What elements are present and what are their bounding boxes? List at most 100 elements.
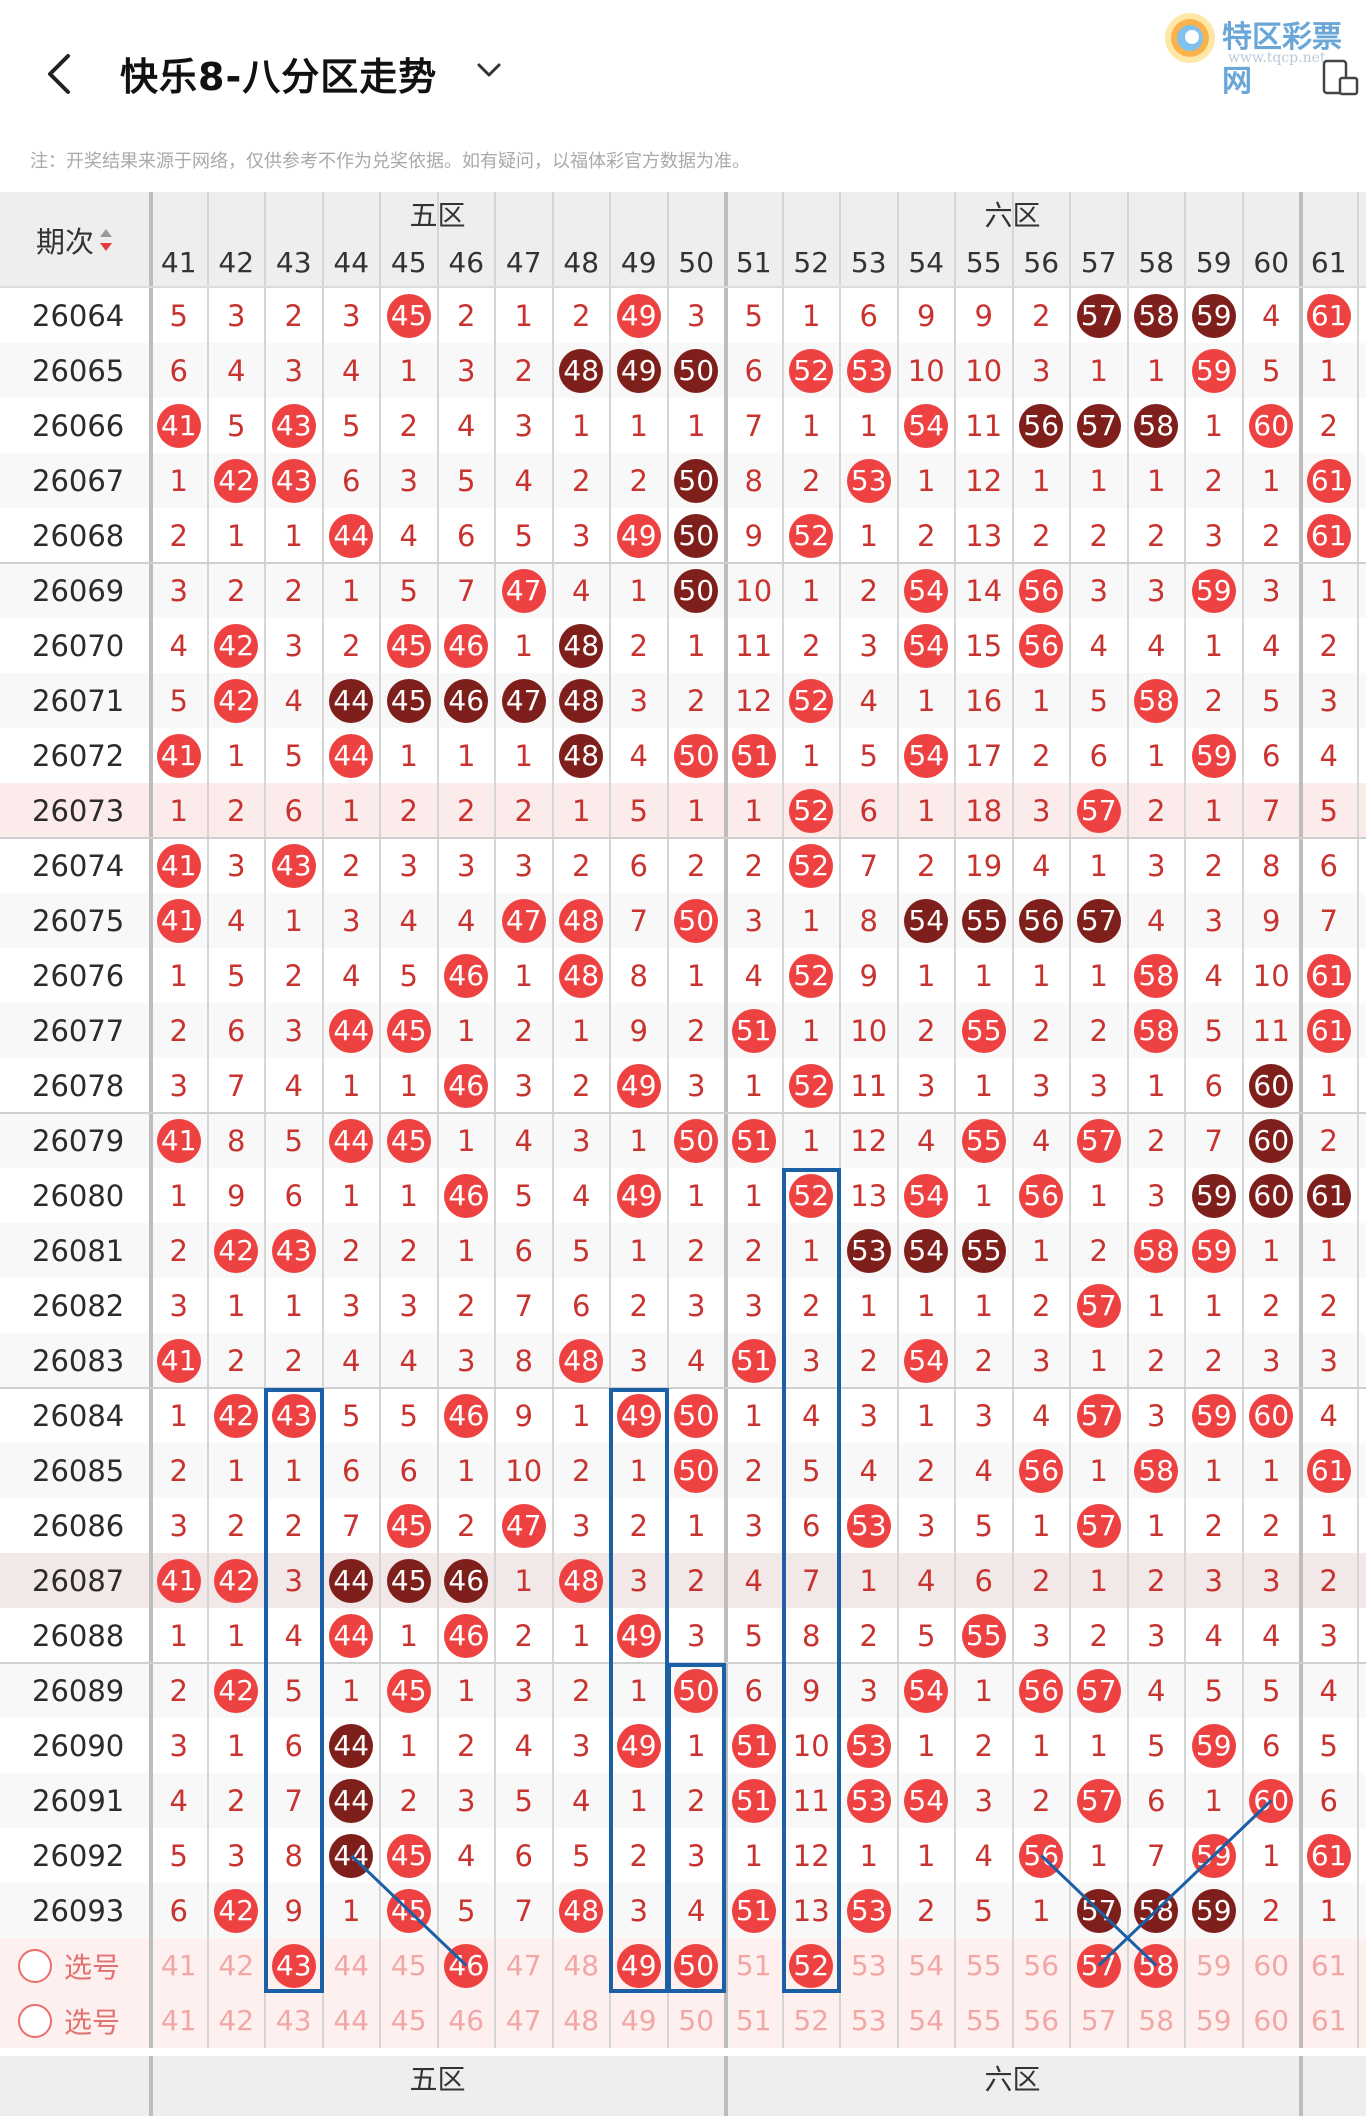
select-number[interactable]: 49 (620, 2004, 657, 2037)
device-switch-icon[interactable] (1320, 58, 1360, 98)
select-number[interactable]: 51 (735, 2004, 772, 2037)
select-number[interactable]: 61 (1310, 1949, 1347, 1982)
column-header[interactable]: 47 (505, 245, 542, 279)
page-title[interactable]: 快乐8-八分区走势 (120, 55, 438, 99)
table-row[interactable] (0, 1718, 1366, 1773)
selected-number-ball[interactable]: 50 (674, 1943, 719, 1988)
select-number[interactable]: 43 (275, 2004, 312, 2037)
column-header[interactable]: 58 (1138, 245, 1175, 279)
select-number[interactable]: 56 (1023, 1949, 1060, 1982)
column-header[interactable]: 48 (563, 245, 600, 279)
column-header[interactable]: 57 (1080, 245, 1117, 279)
select-number[interactable]: 59 (1195, 1949, 1232, 1982)
select-number[interactable]: 50 (668, 1938, 726, 1993)
select-number[interactable]: 46 (438, 1938, 496, 1993)
select-number[interactable]: 42 (218, 2004, 255, 2037)
select-number[interactable]: 60 (1253, 2004, 1290, 2037)
select-number[interactable]: 61 (1310, 2004, 1347, 2037)
table-cell: 5 (802, 1453, 821, 1488)
select-number[interactable]: 51 (735, 1949, 772, 1982)
column-header[interactable]: 45 (390, 245, 427, 279)
back-arrow-icon[interactable] (44, 52, 74, 96)
column-header[interactable]: 54 (908, 245, 945, 279)
column-header[interactable]: 60 (1253, 245, 1290, 279)
drawn-number-ball: 41 (156, 1338, 201, 1383)
selected-number-ball[interactable]: 46 (444, 1943, 489, 1988)
select-row-label[interactable]: 选号 (0, 1938, 150, 1993)
select-number[interactable]: 57 (1080, 2004, 1117, 2037)
select-number[interactable]: 45 (390, 2004, 427, 2037)
select-number[interactable]: 55 (965, 1949, 1002, 1982)
select-number[interactable]: 54 (908, 2004, 945, 2037)
column-header[interactable]: 53 (850, 245, 887, 279)
select-number[interactable]: 43 (265, 1938, 323, 1993)
column-header[interactable]: 59 (1195, 245, 1232, 279)
select-number[interactable]: 54 (908, 1949, 945, 1982)
selected-number-ball[interactable]: 58 (1134, 1943, 1179, 1988)
selected-number-ball[interactable]: 43 (271, 1943, 316, 1988)
select-number[interactable]: 52 (783, 1938, 841, 1993)
table-row[interactable] (0, 1333, 1366, 1388)
column-header[interactable]: 61 (1310, 245, 1347, 279)
table-row[interactable] (0, 1058, 1366, 1113)
column-header[interactable]: 43 (275, 245, 312, 279)
select-number[interactable]: 49 (610, 1938, 668, 1993)
select-number[interactable]: 52 (793, 2004, 830, 2037)
select-radio[interactable] (18, 2003, 52, 2038)
select-number[interactable]: 58 (1128, 1938, 1186, 1993)
table-row[interactable] (0, 838, 1366, 893)
column-header[interactable]: 52 (793, 245, 830, 279)
column-header[interactable]: 51 (735, 245, 772, 279)
table-cell: 2 (687, 1233, 706, 1268)
selected-number-ball[interactable]: 57 (1076, 1943, 1121, 1988)
selected-number-ball[interactable]: 52 (789, 1943, 834, 1988)
select-number[interactable]: 46 (448, 2004, 485, 2037)
column-header[interactable]: 44 (333, 245, 370, 279)
column-header[interactable]: 55 (965, 245, 1002, 279)
selected-number-ball[interactable]: 49 (616, 1943, 661, 1988)
drawn-number-ball: 57 (1076, 1668, 1121, 1713)
drawn-number-ball: 60 (1249, 1118, 1294, 1163)
column-header[interactable]: 56 (1023, 245, 1060, 279)
select-number[interactable]: 56 (1023, 2004, 1060, 2037)
select-number[interactable]: 50 (678, 2004, 715, 2037)
select-number[interactable]: 42 (218, 1949, 255, 1982)
table-row[interactable] (0, 783, 1366, 838)
column-divider (954, 192, 956, 2048)
select-row-label[interactable]: 选号 (0, 1993, 150, 2048)
select-number[interactable]: 58 (1138, 2004, 1175, 2037)
select-number[interactable]: 47 (505, 1949, 542, 1982)
table-cell: 2 (974, 1728, 993, 1763)
column-header[interactable]: 41 (160, 245, 197, 279)
sort-icon[interactable] (98, 226, 114, 254)
select-number[interactable]: 44 (333, 1949, 370, 1982)
select-number[interactable]: 45 (390, 1949, 427, 1982)
column-header[interactable]: 49 (620, 245, 657, 279)
table-cell: 10 (850, 1013, 888, 1048)
table-row[interactable] (0, 1498, 1366, 1553)
column-header[interactable]: 46 (448, 245, 485, 279)
chevron-down-icon[interactable] (474, 58, 504, 82)
select-number[interactable]: 53 (850, 2004, 887, 2037)
column-header[interactable]: 50 (678, 245, 715, 279)
table-row[interactable] (0, 1278, 1366, 1333)
select-radio[interactable] (18, 1948, 52, 1983)
select-number[interactable]: 57 (1070, 1938, 1128, 1993)
select-row[interactable] (0, 1993, 1366, 2048)
select-number[interactable]: 48 (563, 2004, 600, 2037)
select-number[interactable]: 41 (160, 2004, 197, 2037)
select-number[interactable]: 47 (505, 2004, 542, 2037)
select-number[interactable]: 48 (563, 1949, 600, 1982)
select-number[interactable]: 53 (850, 1949, 887, 1982)
select-number[interactable]: 59 (1195, 2004, 1232, 2037)
column-header[interactable]: 42 (218, 245, 255, 279)
table-row[interactable] (0, 1608, 1366, 1663)
select-number[interactable]: 60 (1253, 1949, 1290, 1982)
table-row[interactable] (0, 1168, 1366, 1223)
select-number[interactable]: 55 (965, 2004, 1002, 2037)
select-number[interactable]: 44 (333, 2004, 370, 2037)
table-cell: 53 (840, 1498, 898, 1553)
select-number[interactable]: 41 (160, 1949, 197, 1982)
drawn-number-ball: 55 (961, 1613, 1006, 1658)
period-header[interactable]: 期次 (0, 192, 150, 288)
